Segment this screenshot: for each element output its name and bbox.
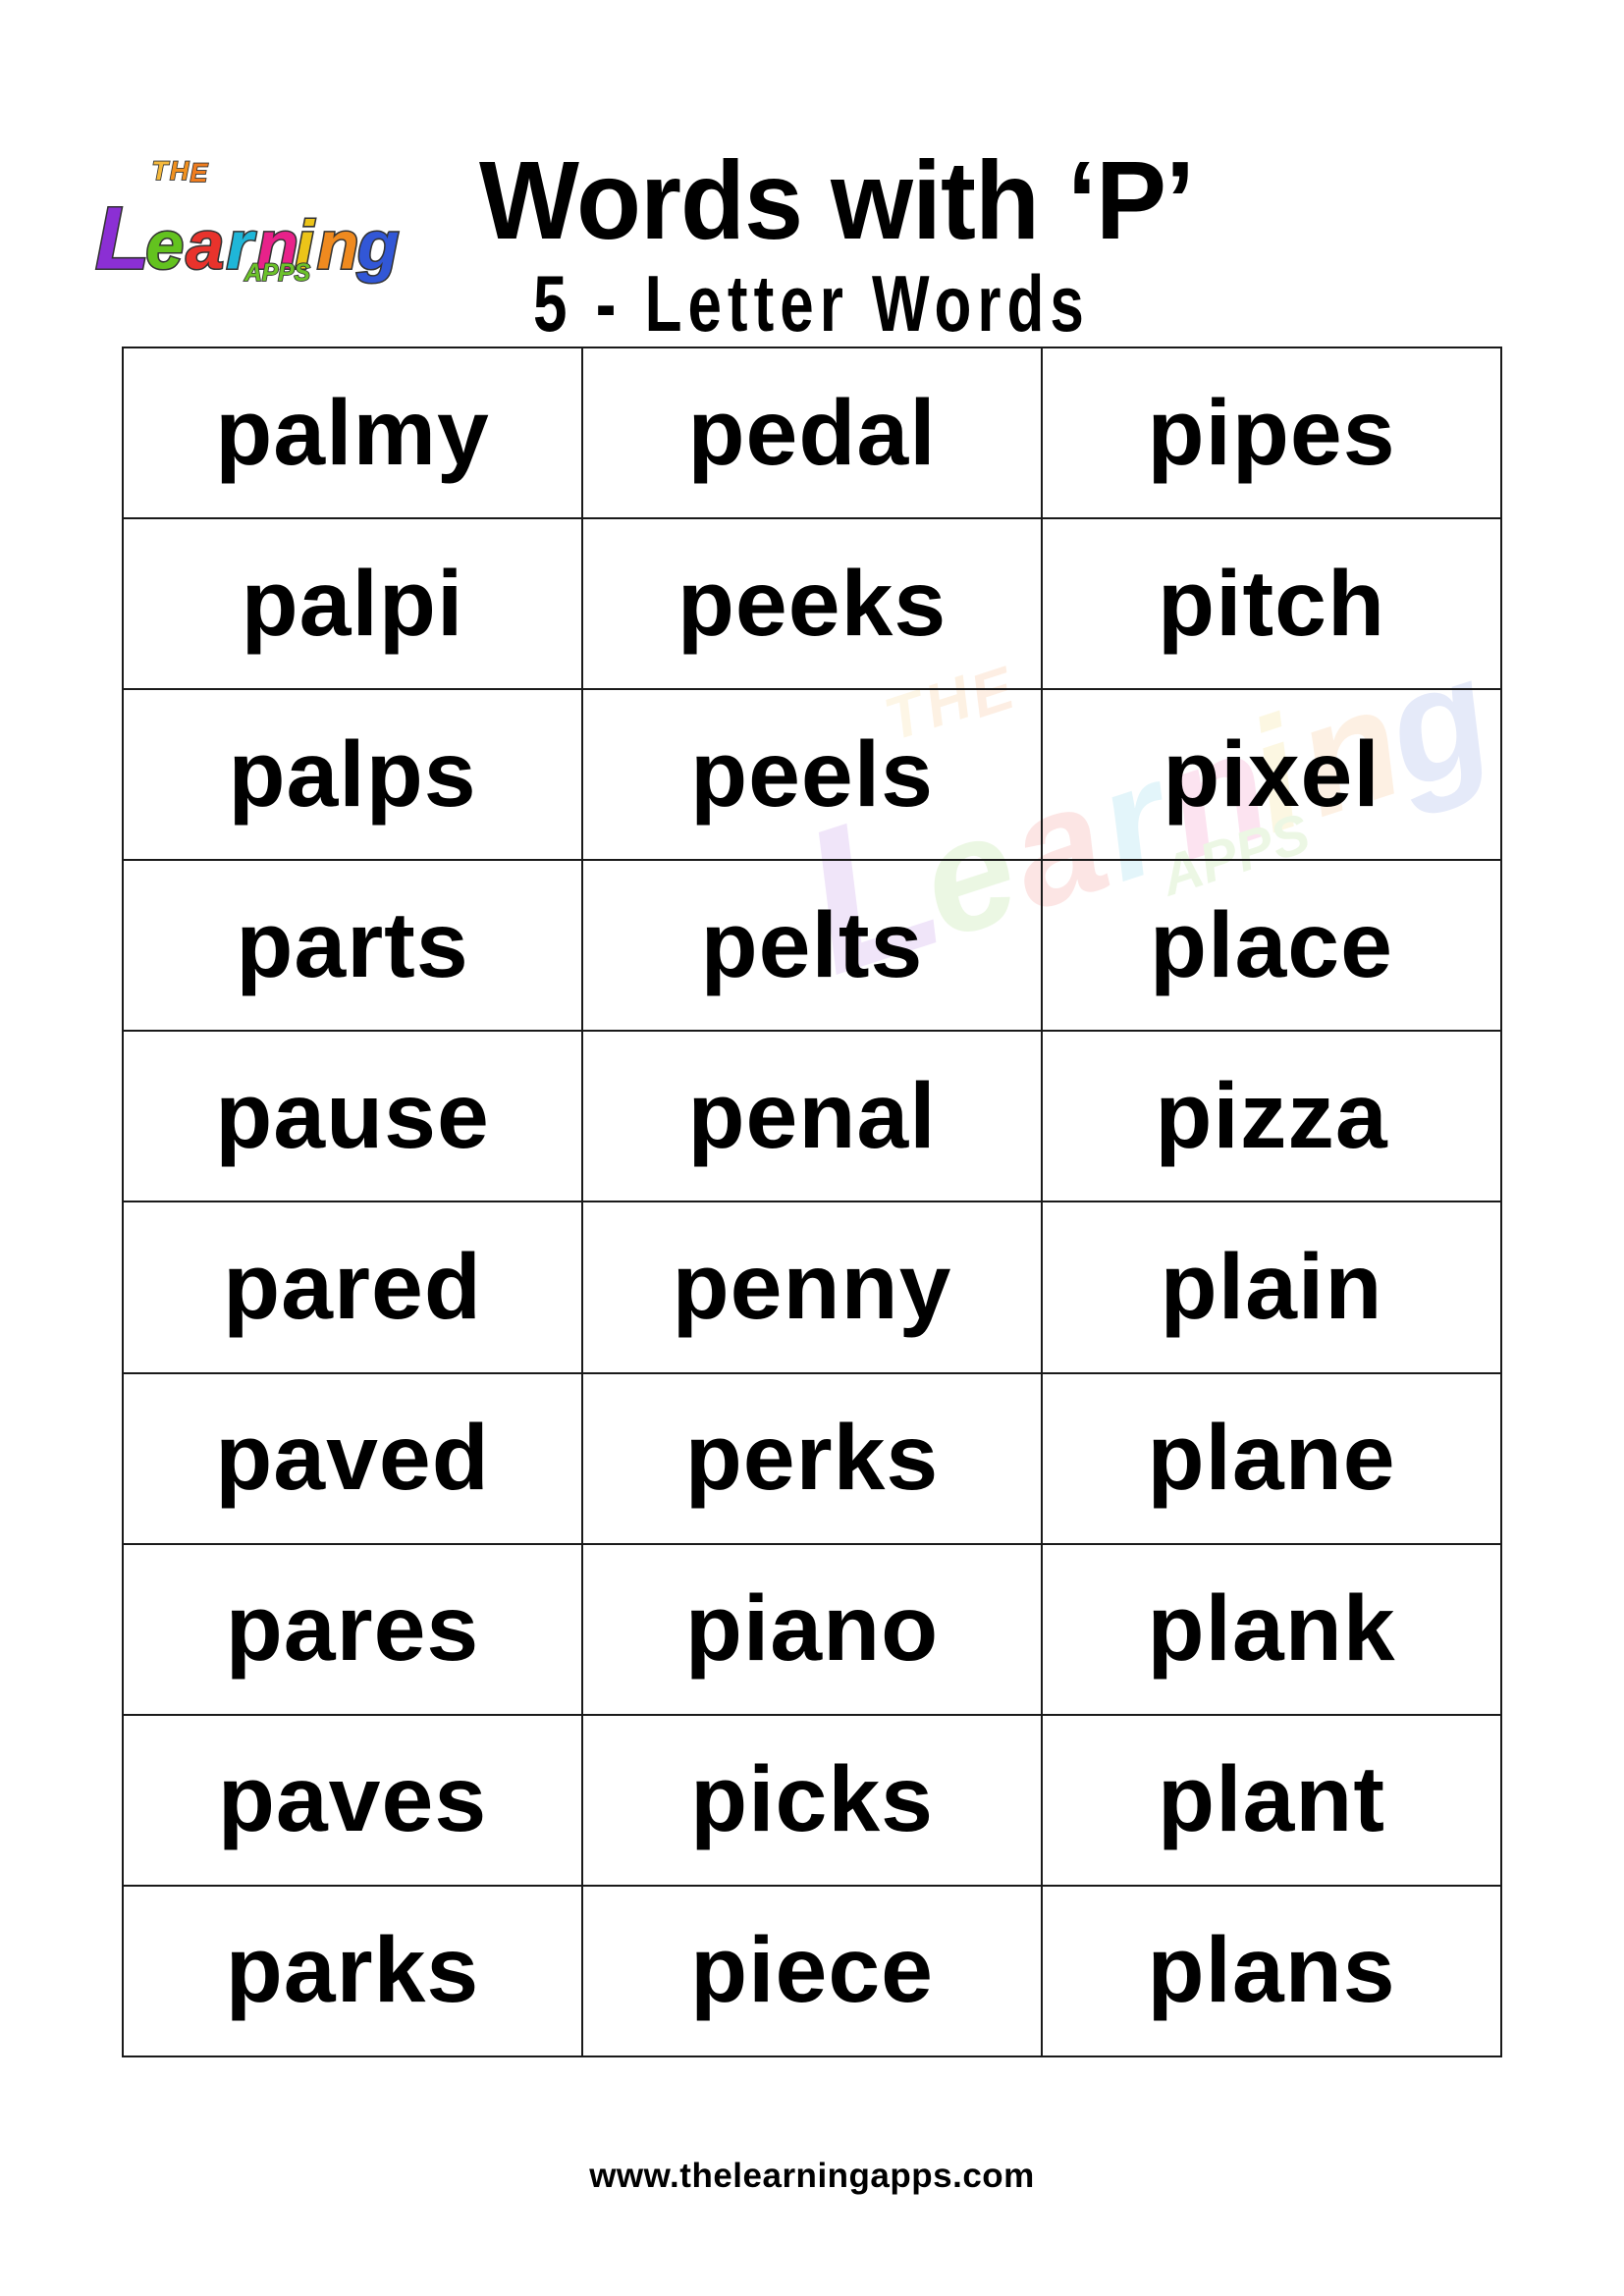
svg-text:T: T	[152, 156, 171, 186]
svg-text:g: g	[356, 207, 400, 284]
svg-text:L: L	[95, 189, 149, 289]
svg-text:a: a	[186, 207, 224, 284]
svg-text:e: e	[145, 207, 184, 284]
svg-text:APPS: APPS	[244, 260, 311, 287]
svg-text:E: E	[190, 158, 209, 187]
svg-text:H: H	[170, 156, 189, 186]
svg-text:n: n	[317, 207, 359, 284]
